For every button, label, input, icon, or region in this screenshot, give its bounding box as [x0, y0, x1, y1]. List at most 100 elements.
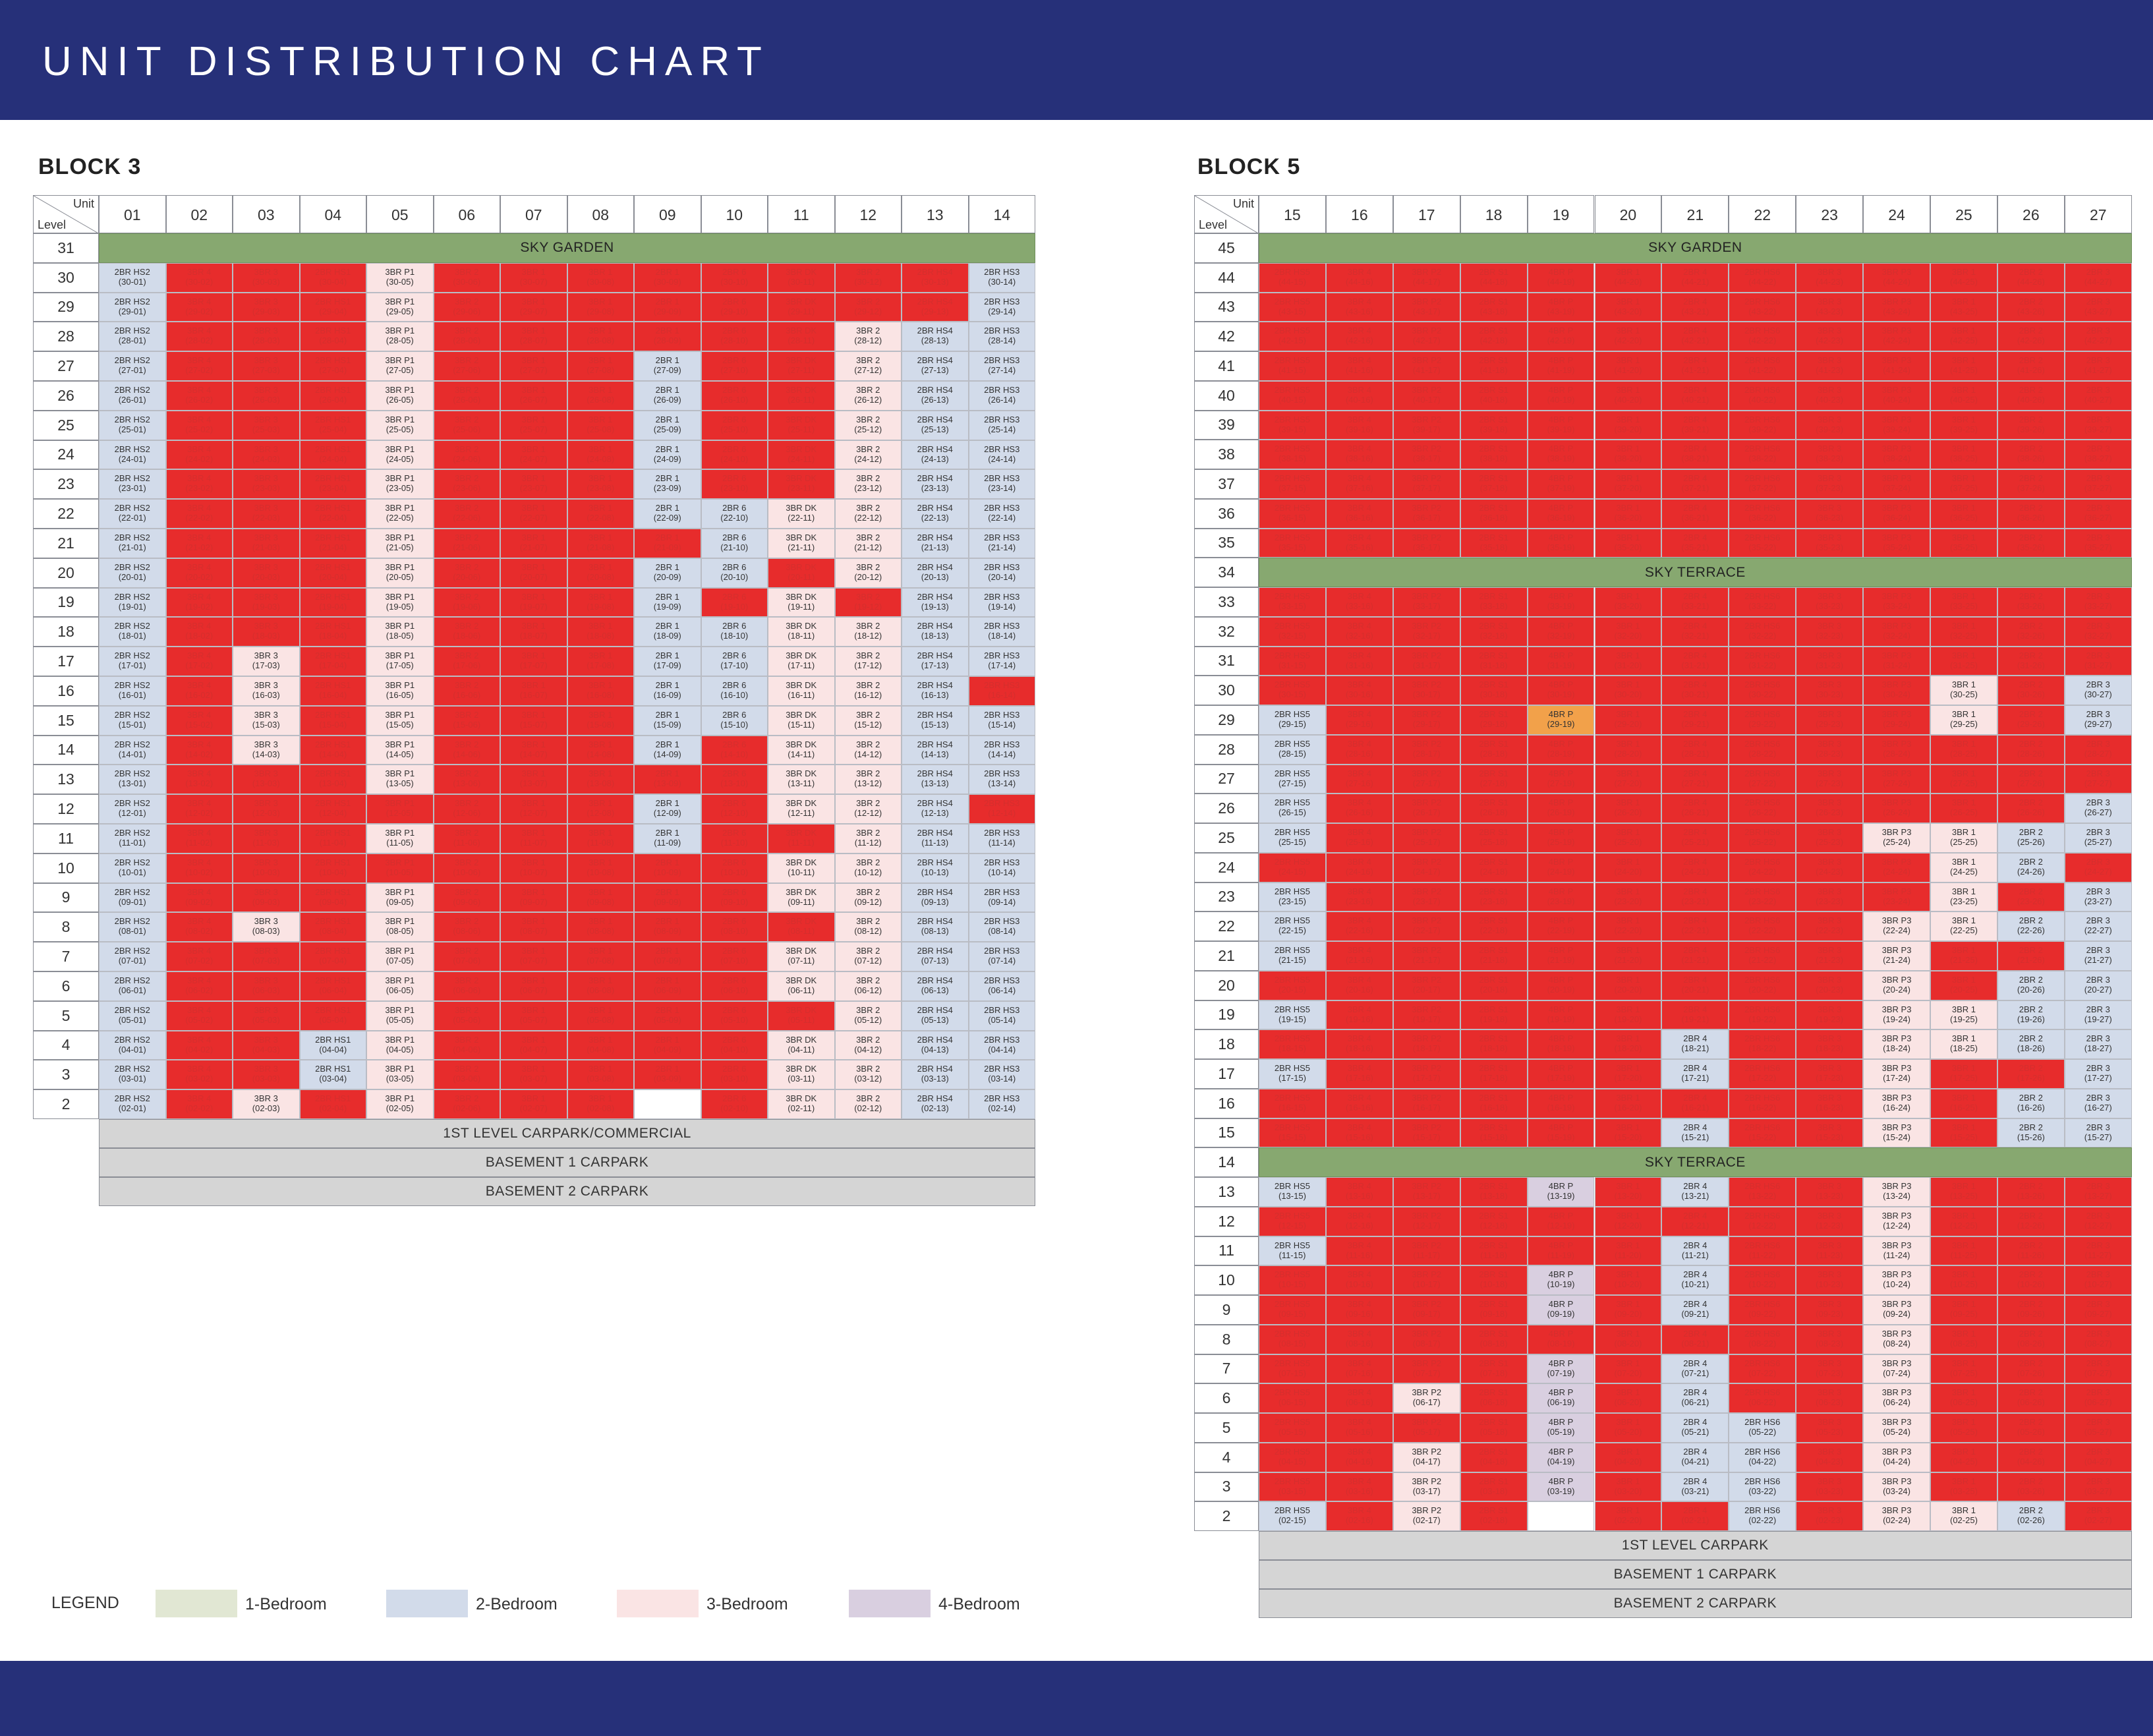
unit-column-header: 15: [1259, 195, 1326, 233]
unit-cell: 4BR P (38-19): [1527, 440, 1595, 469]
unit-cell: 3BR 1 (43-25): [1930, 292, 1997, 322]
block-3-title: BLOCK 3: [38, 154, 142, 179]
unit-cell: 3BR P2 (44-17): [1392, 262, 1460, 293]
unit-cell: 3BR P2 (24-17): [1392, 852, 1460, 882]
unit-cell: 2BR HS5 (38-15): [1259, 440, 1326, 469]
unit-cell: 2BR HS6 (41-22): [1729, 351, 1796, 381]
unit-cell: 3BR 1 (22-20): [1594, 911, 1662, 941]
level-label: 14: [33, 735, 99, 765]
unit-cell: 3BR 4 (06-16): [1325, 1383, 1393, 1413]
unit-cell: 2BR HS1 (23-04): [299, 469, 366, 500]
unit-cell: 2BR HS5 (30-15): [1259, 676, 1326, 705]
unit-cell: 3BR DK (12-11): [768, 794, 835, 824]
unit-column-header: 26: [1997, 195, 2065, 233]
unit-cell: 3BR 4 (02-02): [165, 1089, 233, 1119]
level-label: 45: [1194, 233, 1259, 263]
unit-cell: 4BR P (30-19): [1527, 676, 1595, 705]
unit-cell: 2BR 4 (09-21): [1661, 1295, 1729, 1325]
carpark-row: BASEMENT 1 CARPARK: [1259, 1560, 2132, 1589]
unit-cell: 2BR HS2 (13-01): [99, 765, 166, 795]
level-label: 23: [1194, 882, 1259, 912]
unit-cell: 2BR 1 (24-09): [634, 440, 701, 470]
unit-cell: 3BR 4 (12-02): [165, 794, 233, 824]
unit-cell: 3BR 1 (13-08): [567, 765, 634, 795]
unit-cell: 2BR HS5 (09-15): [1259, 1295, 1326, 1325]
unit-cell: 2BR HS2 (12-01): [99, 794, 166, 824]
unit-cell: 3BR P1 (08-05): [366, 912, 434, 942]
unit-cell: 2BR 1 (26-09): [634, 381, 701, 411]
unit-cell: 2BR HS3 (09-14): [968, 882, 1035, 913]
unit-cell: 2BR 4 (10-21): [1661, 1265, 1729, 1295]
unit-cell: 2BR HS6 (43-22): [1729, 292, 1796, 322]
unit-cell: 3BR 1 (29-07): [500, 292, 567, 322]
unit-cell: 3BR 2 (19-12): [834, 587, 902, 618]
unit-cell: 3BR 3 (20-03): [233, 558, 300, 588]
unit-cell: 3BR 1 (12-25): [1930, 1206, 1997, 1236]
unit-cell: 3BR P3 (02-24): [1863, 1501, 1930, 1531]
unit-cell: 3BR P1 (12-05): [366, 794, 434, 824]
unit-cell: 3BR 4 (10-02): [165, 853, 233, 883]
unit-cell: 3BR 2 (26-06): [433, 381, 500, 411]
unit-cell: 2BR S1 (16-18): [1460, 1088, 1528, 1118]
legend-title: LEGEND: [51, 1594, 119, 1612]
unit-cell: 3BR P2 (40-17): [1392, 380, 1460, 411]
unit-cell: 3BR 4 (31-16): [1325, 646, 1393, 676]
unit-cell: 3BR 2 (09-06): [433, 882, 500, 913]
unit-cell: 2BR 2 (35-26): [1997, 528, 2065, 558]
unit-cell: 2BR 2 (16-26): [1997, 1088, 2065, 1118]
unit-cell: 2BR HS5 (44-15): [1259, 262, 1326, 293]
unit-cell: 3BR 1 (11-07): [500, 824, 567, 854]
unit-cell: 3BR DK (24-11): [768, 440, 835, 470]
unit-cell: 3BR 2 (04-12): [834, 1030, 902, 1060]
level-label: 19: [33, 587, 99, 618]
unit-cell: 3BR 1 (19-20): [1594, 1000, 1662, 1030]
unit-cell: 3BR 2 (19-06): [433, 587, 500, 618]
legend-label: 2-Bedroom: [476, 1595, 558, 1613]
unit-cell: 4BR P (18-19): [1527, 1029, 1595, 1059]
level-label: 21: [33, 529, 99, 558]
unit-cell: 2BR HS5 (07-15): [1259, 1354, 1326, 1384]
unit-cell: 3BR P3 (26-24): [1863, 794, 1930, 823]
unit-cell: 3BR 1 (16-08): [567, 676, 634, 706]
level-label: 2: [33, 1089, 99, 1119]
unit-cell: 2BR 4 (18-21): [1661, 1029, 1729, 1059]
level-label: 7: [33, 942, 99, 971]
unit-cell: 2BR 4 (28-21): [1661, 734, 1729, 765]
unit-cell: 3BR 1 (14-07): [500, 735, 567, 765]
unit-cell: 3BR P2 (12-17): [1392, 1206, 1460, 1236]
unit-cell: 2BR 1 (27-09): [634, 351, 701, 381]
unit-cell: 3BR 2 (08-06): [433, 912, 500, 942]
unit-column-header: 21: [1661, 195, 1729, 233]
unit-cell: 4BR P (26-19): [1527, 794, 1595, 823]
unit-cell: 3BR 1 (26-08): [567, 381, 634, 411]
unit-column-header: 22: [1729, 195, 1796, 233]
unit-cell: 3BR P3 (30-24): [1863, 676, 1930, 705]
unit-cell: 3BR P3 (13-24): [1863, 1177, 1930, 1207]
unit-cell: 2BR HS6 (30-22): [1729, 676, 1796, 705]
unit-cell: 3BR 1 (20-20): [1594, 970, 1662, 1000]
unit-cell: 2BR 2 (21-26): [1997, 941, 2065, 971]
unit-cell: 2BR 3 (36-27): [2064, 498, 2132, 529]
unit-cell: 2BR S1 (44-18): [1460, 262, 1528, 293]
unit-cell: 3BR P3 (09-24): [1863, 1295, 1930, 1325]
level-label: 5: [1194, 1413, 1259, 1443]
unit-cell: 3BR 1 (10-08): [567, 853, 634, 883]
unit-cell: 3BR 1 (05-07): [500, 1000, 567, 1031]
unit-cell: 2BR 3 (30-27): [2064, 676, 2132, 705]
level-label: 20: [1194, 970, 1259, 1000]
unit-cell: 3BR 3 (23-23): [1796, 882, 1864, 912]
unit-cell: 3BR P3 (29-24): [1863, 705, 1930, 735]
unit-cell: 2BR 3 (43-27): [2064, 292, 2132, 322]
unit-cell: 2BR HS6 (02-22): [1729, 1501, 1796, 1531]
unit-cell: 3BR 1 (25-08): [567, 410, 634, 440]
unit-cell: 3BR 3 (05-03): [233, 1000, 300, 1031]
unit-cell: 2BR 4 (11-21): [1661, 1236, 1729, 1266]
unit-cell: 2BR 3 (42-27): [2064, 322, 2132, 351]
unit-cell: 2BR HS1 (17-04): [299, 647, 366, 676]
unit-cell: 4BR P (40-19): [1527, 380, 1595, 411]
unit-cell: 3BR 1 (18-25): [1930, 1029, 1997, 1059]
unit-cell: 3BR DK (14-11): [768, 735, 835, 765]
unit-cell: 3BR 1 (28-08): [567, 322, 634, 352]
unit-column-header: 24: [1863, 195, 1930, 233]
unit-cell: 2BR HS6 (16-22): [1729, 1088, 1796, 1118]
